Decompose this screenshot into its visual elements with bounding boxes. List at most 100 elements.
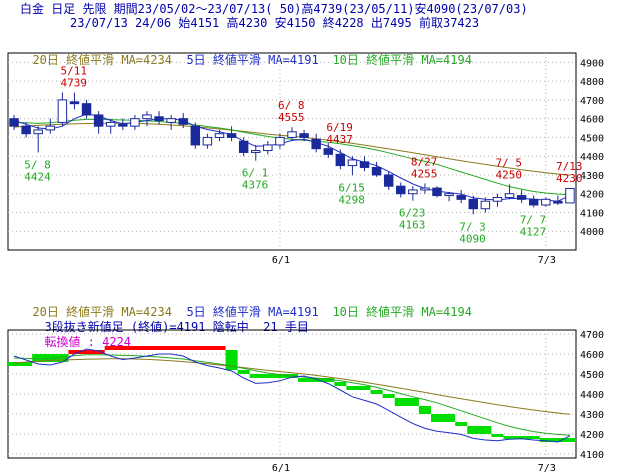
candle-down — [311, 138, 321, 150]
candle-up — [263, 144, 273, 152]
candle-up — [130, 118, 140, 127]
new-price-block-down — [467, 426, 492, 434]
y-tick-label-top: 4800 — [580, 77, 604, 88]
candle-up — [541, 198, 551, 206]
candle-down — [323, 148, 333, 155]
candle-down — [299, 133, 309, 138]
new-price-block-up — [104, 346, 226, 350]
y-tick-label-bottom: 4700 — [580, 330, 604, 341]
annotation-high-date: 6/19 — [326, 121, 353, 134]
candle-up — [480, 200, 491, 210]
candle-down — [226, 133, 237, 138]
y-tick-label-top: 4600 — [580, 115, 604, 126]
annotation-high-value: 4255 — [411, 167, 438, 180]
annotation-low-value: 4090 — [459, 232, 486, 245]
y-tick-label-bottom: 4400 — [580, 390, 604, 401]
candle-up — [492, 196, 503, 202]
candle-up — [565, 187, 575, 204]
y-tick-label-top: 4200 — [580, 190, 604, 201]
legend-bottom-ma5-text: 5日 終値平滑 MA=4191 — [186, 305, 319, 319]
candle-up — [202, 136, 213, 146]
legend-top-ma10: 10日 終値平滑 MA=4194 — [318, 38, 471, 67]
annotation-high-value: 4555 — [278, 111, 305, 124]
new-price-block-down — [382, 394, 395, 398]
x-tick-label-bottom: 6/1 — [272, 463, 290, 474]
candle-up — [287, 131, 297, 138]
y-tick-label-top: 4000 — [580, 227, 604, 238]
legend-bottom-tenkan-text: 転換値 : 4224 — [44, 335, 132, 349]
annotation-high-value: 4250 — [496, 168, 523, 181]
x-tick-label-bottom: 7/3 — [538, 463, 556, 474]
new-price-block-down — [249, 374, 299, 378]
candle-up — [251, 150, 261, 153]
chart-header-line2: 23/07/13 24/06 始4151 高4230 安4150 終4228 出… — [70, 16, 480, 30]
ma5-line-bottom — [13, 348, 571, 443]
candle-down — [93, 114, 104, 127]
candle-down — [516, 195, 527, 200]
annotation-high-date: 8/27 — [411, 155, 438, 168]
new-price-block-down — [237, 370, 250, 374]
new-price-block-down — [298, 378, 335, 382]
y-tick-label-bottom: 4500 — [580, 370, 604, 381]
legend-top-ma20: 20日 終値平滑 MA=4234 — [18, 38, 171, 67]
new-price-block-up — [68, 350, 105, 354]
annotation-low-date: 7/ 7 — [520, 213, 547, 226]
new-price-block-down — [430, 414, 456, 422]
y-tick-label-top: 4700 — [580, 96, 604, 107]
candle-down — [528, 198, 539, 206]
candle-up — [105, 121, 116, 127]
candle-down — [9, 118, 19, 127]
candle-up — [33, 129, 43, 135]
candle-down — [238, 140, 249, 153]
new-price-block-down — [8, 362, 33, 366]
candle-down — [396, 185, 406, 195]
candle-up — [166, 118, 176, 123]
y-tick-label-bottom: 4600 — [580, 350, 604, 361]
ma20-line-bottom — [13, 358, 571, 415]
annotation-low-date: 6/23 — [399, 207, 426, 220]
ma5-line-top — [13, 113, 571, 202]
new-price-block-down — [455, 422, 468, 426]
annotation-low-value: 4424 — [24, 170, 51, 183]
annotation-low-value: 4298 — [338, 193, 365, 206]
y-tick-label-top: 4500 — [580, 133, 604, 144]
candle-down — [190, 125, 201, 146]
candle-down — [383, 174, 394, 187]
x-tick-label-top: 6/1 — [272, 255, 290, 266]
legend-bottom-ma10: 10日 終値平滑 MA=4194 — [318, 290, 471, 319]
candle-up — [444, 193, 454, 197]
chart-frame-top — [7, 52, 577, 251]
annotation-high-value: 4230 — [556, 172, 583, 185]
candle-down — [69, 101, 80, 105]
legend-top-ma5-text: 5日 終値平滑 MA=4191 — [186, 53, 319, 67]
annotation-high-date: 5/11 — [60, 65, 87, 78]
y-tick-label-bottom: 4300 — [580, 410, 604, 421]
new-price-block-down — [334, 382, 347, 386]
ma10-line-bottom — [13, 354, 571, 436]
candle-down — [468, 198, 479, 210]
new-price-block-down — [491, 434, 504, 437]
x-tick-label-top: 7/3 — [538, 255, 556, 266]
candle-down — [178, 118, 188, 125]
candle-down — [118, 123, 128, 127]
candle-up — [45, 125, 56, 131]
candle-up — [408, 189, 418, 195]
legend-bottom-ma10-text: 10日 終値平滑 MA=4194 — [332, 305, 472, 319]
legend-top-ma10-text: 10日 終値平滑 MA=4194 — [332, 53, 472, 67]
candle-up — [504, 193, 515, 198]
annotation-low-value: 4127 — [520, 225, 547, 238]
annotation-high-date: 6/ 8 — [278, 99, 305, 112]
annotation-low-date: 7/ 3 — [459, 220, 486, 233]
candle-down — [335, 153, 346, 167]
candle-down — [359, 161, 370, 168]
annotation-low-date: 6/ 1 — [242, 167, 269, 180]
legend-bottom-ma20-text: 20日 終値平滑 MA=4234 — [32, 305, 172, 319]
new-price-block-down — [346, 386, 371, 390]
y-tick-label-top: 4900 — [580, 58, 604, 69]
y-tick-label-bottom: 4100 — [580, 450, 604, 461]
annotation-high-value: 4739 — [60, 77, 87, 90]
legend-top-ma20-text: 20日 終値平滑 MA=4234 — [32, 53, 172, 67]
annotation-low-value: 4376 — [242, 179, 269, 192]
annotation-high-date: 7/13 — [556, 160, 583, 173]
